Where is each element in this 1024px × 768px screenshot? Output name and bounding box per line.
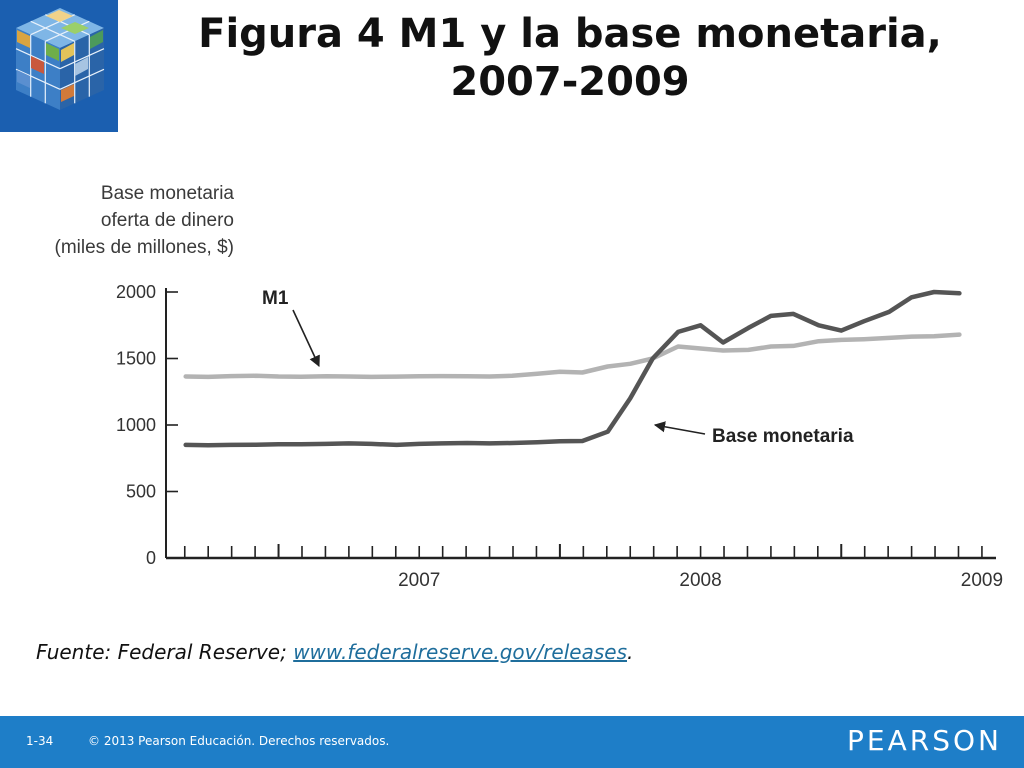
annotation-base-monetaria-label: Base monetaria (712, 426, 854, 447)
series-line-m1 (183, 332, 962, 380)
y-axis-label: Base monetaria oferta de dinero (miles d… (24, 180, 235, 261)
annotation-m1-arrow (292, 309, 320, 368)
title-line-2: 2007-2009 (450, 59, 690, 105)
series-line-base-monetaria (183, 289, 962, 448)
y-tick-label-1000: 1000 (116, 415, 156, 435)
y-tick-label-2000: 2000 (116, 282, 156, 302)
pearson-logo: PEARSON (847, 724, 1002, 757)
x-tick-label-2007: 2007 (398, 570, 440, 591)
slide-number: 1-34 (26, 734, 54, 748)
line-chart: 0 500 1000 1500 2000 2007 2008 2009 M1 Base monet… (116, 282, 1003, 591)
footer-bar: 1-34 © 2013 Pearson Educación. Derechos … (0, 716, 1024, 768)
source-suffix: . (627, 640, 634, 664)
y-tick-label-1500: 1500 (116, 349, 156, 369)
annotation-base-monetaria-arrow (653, 421, 706, 435)
title-line-1: Figura 4 M1 y la base monetaria, (198, 11, 942, 57)
source-prefix: Fuente: Federal Reserve; (36, 640, 294, 664)
y-tick-label-0: 0 (146, 548, 156, 568)
annotation-m1-label: M1 (262, 288, 289, 309)
y-axis-label-line-3: (miles de millones, $) (54, 237, 235, 258)
y-axis-label-line-1: Base monetaria (100, 183, 234, 204)
copyright-text: © 2013 Pearson Educación. Derechos reser… (88, 734, 390, 748)
rubiks-cube-logo-icon (0, 0, 118, 132)
slide-title: Figura 4 M1 y la base monetaria, 2007-20… (130, 10, 1010, 106)
source-note: Fuente: Federal Reserve; www.federalrese… (36, 640, 633, 664)
x-tick-label-2008: 2008 (679, 570, 721, 591)
x-tick-label-2009: 2009 (961, 570, 1003, 591)
y-tick-label-500: 500 (126, 482, 156, 502)
source-link[interactable]: www.federalreserve.gov/releases (293, 640, 627, 664)
y-axis-label-line-2: oferta de dinero (100, 210, 234, 231)
